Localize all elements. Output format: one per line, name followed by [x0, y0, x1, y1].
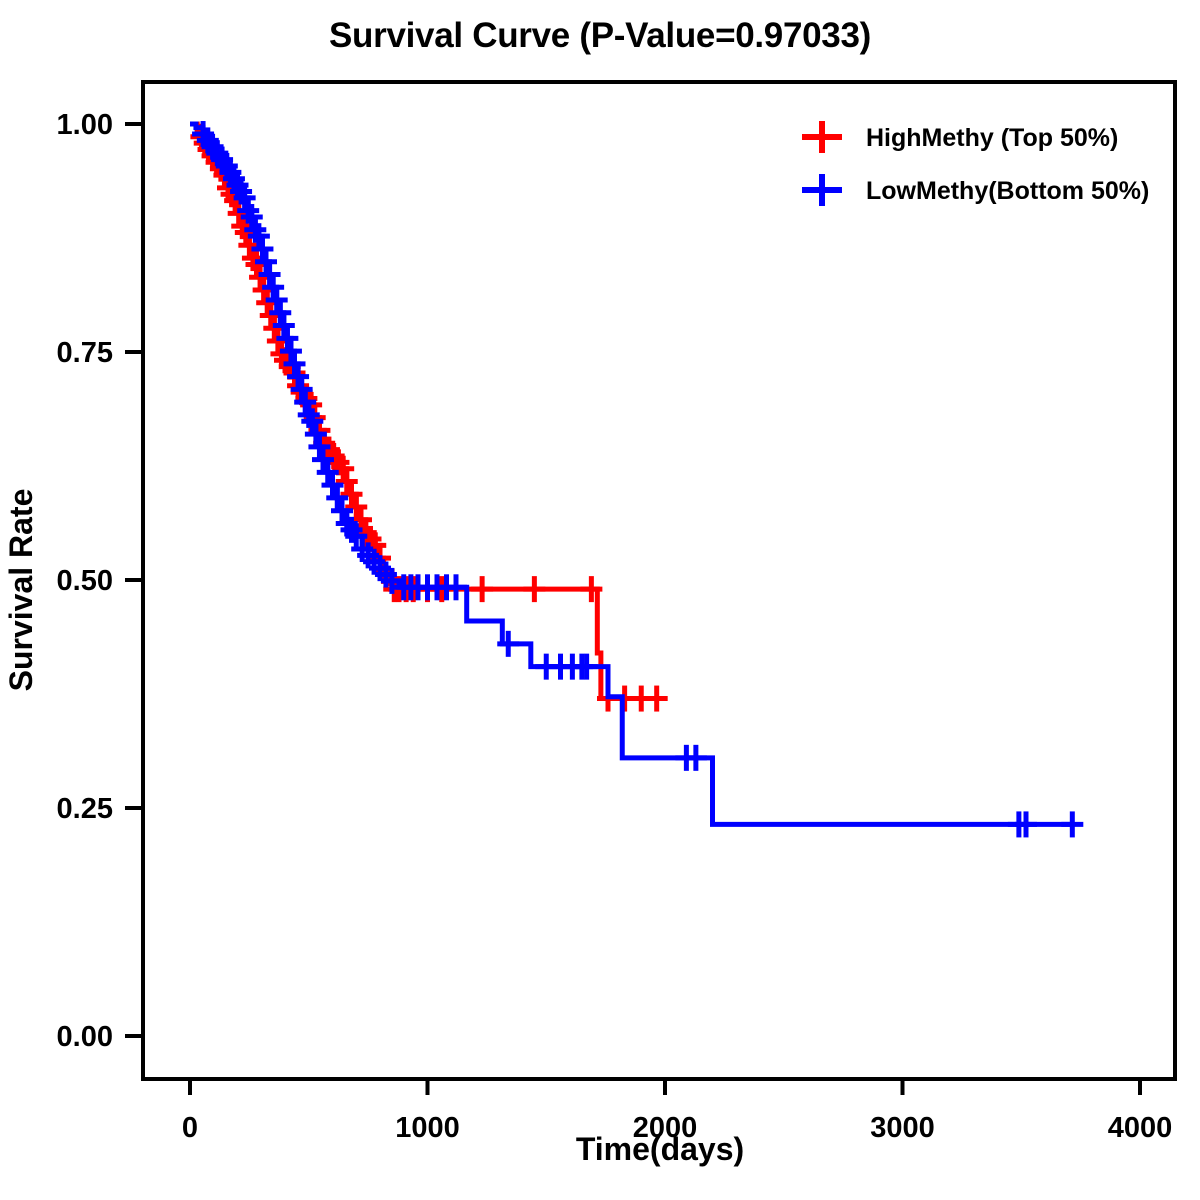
y-tick-label: 0.75: [57, 337, 113, 369]
y-tick-label: 0.25: [57, 793, 113, 825]
x-tick-label: 0: [182, 1112, 198, 1144]
y-axis-tick-labels: 0.00 0.25 0.50 0.75 1.00: [57, 109, 113, 1053]
plot-border: [141, 80, 1177, 1081]
x-tick-label: 3000: [870, 1112, 935, 1144]
y-tick-label: 0.00: [57, 1021, 113, 1053]
y-axis-ticks: [125, 122, 143, 1038]
y-axis-title: Survival Rate: [3, 489, 39, 692]
legend-item[interactable]: LowMethy(Bottom 50%): [802, 174, 1149, 206]
series-low-methy: [190, 121, 1084, 838]
y-tick-label: 1.00: [57, 109, 113, 141]
legend-item[interactable]: HighMethy (Top 50%): [802, 121, 1118, 153]
x-axis-tick-labels: 0 1000 2000 3000 4000: [182, 1112, 1172, 1144]
legend-label: LowMethy(Bottom 50%): [866, 177, 1149, 205]
legend-label: HighMethy (Top 50%): [866, 124, 1118, 152]
x-axis-title: Time(days): [576, 1131, 744, 1167]
y-tick-label: 0.50: [57, 565, 113, 597]
series-high-methy: [190, 121, 668, 712]
x-tick-label: 2000: [633, 1112, 698, 1144]
km-step-line: [190, 121, 658, 702]
page-title: Survival Curve (P-Value=0.97033): [329, 16, 871, 55]
chart-legend: HighMethy (Top 50%) LowMethy(Bottom 50%): [802, 121, 1149, 206]
x-axis-ticks: [188, 1079, 1142, 1095]
censor-marks: [192, 121, 1084, 838]
x-tick-label: 4000: [1108, 1112, 1173, 1144]
x-tick-label: 1000: [395, 1112, 460, 1144]
series-layer: [190, 121, 1084, 838]
plot-frame: [141, 80, 1177, 1081]
